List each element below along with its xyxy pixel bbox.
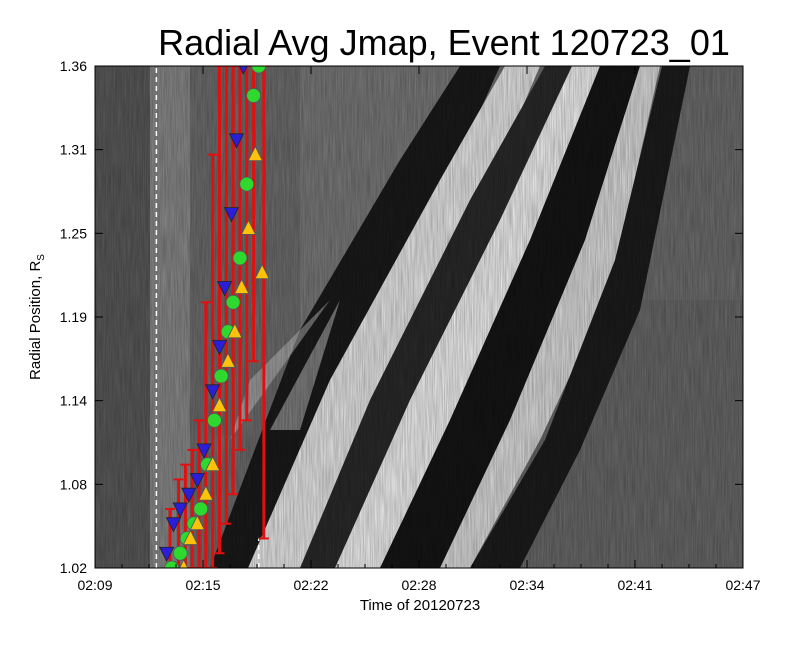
triangle-down-marker (211, 340, 228, 356)
x-tick-label: 02:28 (401, 577, 436, 593)
x-tick-label: 02:34 (509, 577, 544, 593)
triangle-down-marker (205, 384, 221, 400)
triangle-down-marker (181, 487, 197, 504)
triangle-down-marker (172, 502, 188, 518)
y-axis-label: Radial Position, R (27, 261, 44, 380)
y-tick-label: 1.31 (60, 142, 87, 158)
triangle-up-marker (211, 396, 228, 412)
triangle-up-marker (182, 529, 199, 545)
triangle-down-marker (223, 207, 240, 223)
triangle-down-marker (189, 473, 205, 489)
jmap-image (95, 66, 743, 568)
triangle-down-marker (228, 133, 245, 149)
circle-marker (239, 176, 255, 192)
triangle-up-marker (227, 322, 243, 339)
circle-marker (251, 66, 267, 74)
y-axis-label-subscript: S (36, 254, 47, 261)
triangle-up-marker (254, 263, 270, 280)
triangle-up-marker (179, 559, 189, 568)
x-axis-label: Time of 20120723 (360, 597, 480, 614)
y-tick-label: 1.08 (60, 476, 87, 492)
chart-title: Radial Avg Jmap, Event 120723_01 (158, 22, 730, 63)
triangle-up-marker (220, 352, 236, 368)
x-tick-label: 02:47 (725, 577, 760, 593)
circle-marker (206, 412, 222, 428)
x-tick-label: 02:41 (617, 577, 652, 593)
circle-marker (164, 560, 180, 568)
circle-marker (232, 250, 248, 266)
triangle-down-marker (238, 66, 248, 75)
circle-marker (172, 545, 188, 561)
triangle-down-marker (196, 443, 212, 459)
circle-marker (246, 88, 261, 103)
y-axis: 1.02 1.08 1.14 1.19 1.25 1.31 1.36 (60, 58, 743, 576)
data-markers (158, 66, 270, 568)
triangle-up-marker (234, 278, 250, 294)
circle-marker (193, 501, 209, 517)
x-axis: 02:09 02:15 02:22 02:28 02:34 02:41 02:47 (77, 66, 761, 593)
y-tick-label: 1.25 (60, 225, 87, 241)
x-tick-label: 02:09 (77, 577, 112, 593)
triangle-up-marker (247, 145, 263, 161)
triangle-down-marker (158, 546, 175, 563)
circle-marker (225, 294, 241, 310)
x-tick-label: 02:22 (293, 577, 328, 593)
y-tick-label: 1.14 (60, 393, 87, 409)
triangle-up-marker (240, 219, 257, 235)
triangle-down-marker (165, 517, 182, 533)
y-tick-label: 1.36 (60, 58, 87, 74)
circle-marker (213, 368, 229, 384)
dashed-marker-lines (155, 66, 260, 568)
triangle-up-marker (189, 514, 205, 531)
y-tick-label: 1.19 (60, 309, 87, 325)
triangle-down-marker (216, 281, 233, 297)
triangle-up-marker (198, 485, 214, 501)
y-tick-label: 1.02 (60, 560, 87, 576)
y-axis-label-group: Radial Position, RS (27, 254, 47, 380)
svg-text:Radial Position, RS: Radial Position, RS (27, 254, 47, 380)
triangle-up-marker (205, 455, 221, 472)
x-tick-label: 02:15 (185, 577, 220, 593)
